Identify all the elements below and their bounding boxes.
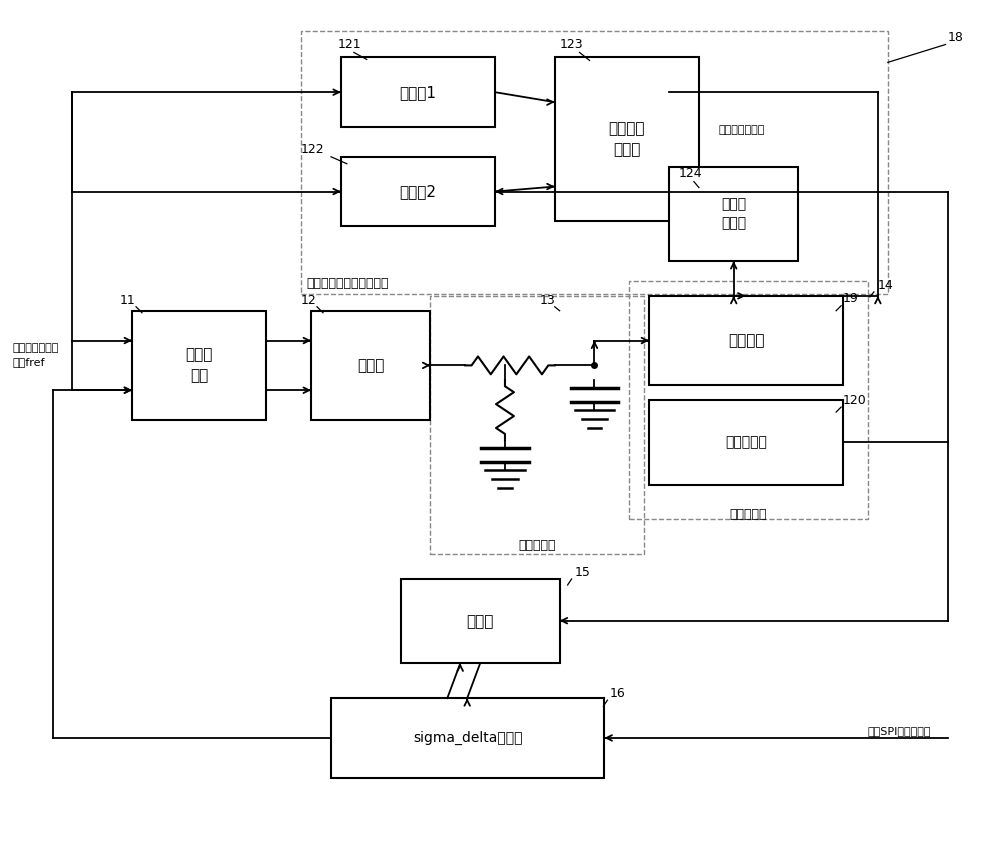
Bar <box>649 296 843 385</box>
Text: 压控振荡器: 压控振荡器 <box>730 508 767 521</box>
Text: 124: 124 <box>679 167 703 180</box>
Text: 电容阵列: 电容阵列 <box>728 333 764 348</box>
Text: sigma_delta调制器: sigma_delta调制器 <box>413 731 522 745</box>
Text: 13: 13 <box>540 294 556 307</box>
Bar <box>132 311 266 420</box>
Text: 计数器1: 计数器1 <box>399 85 436 100</box>
Text: 121: 121 <box>338 38 362 51</box>
Bar <box>649 400 843 484</box>
Text: 强制箝
位电路: 强制箝 位电路 <box>721 197 746 230</box>
Text: 电容阵列控制字: 电容阵列控制字 <box>719 125 765 135</box>
Bar <box>555 58 699 221</box>
Text: 123: 123 <box>560 38 583 51</box>
Text: 11: 11 <box>120 294 136 307</box>
Text: 数字处理
理电路: 数字处理 理电路 <box>609 121 645 158</box>
Text: 14: 14 <box>878 280 894 292</box>
Text: 15: 15 <box>575 566 590 579</box>
Text: 来自晶振的参考
信号fref: 来自晶振的参考 信号fref <box>13 343 59 368</box>
Text: 电荷泵: 电荷泵 <box>357 358 384 373</box>
Text: 核心振荡器: 核心振荡器 <box>725 435 767 450</box>
Text: 计数器2: 计数器2 <box>399 184 436 199</box>
Bar <box>669 167 798 261</box>
Text: 鉴频鉴
相器: 鉴频鉴 相器 <box>185 347 213 384</box>
Text: 来自SPI的控制信号: 来自SPI的控制信号 <box>868 726 931 736</box>
Bar <box>301 30 888 294</box>
Bar <box>341 58 495 127</box>
Text: 环路滤波器: 环路滤波器 <box>518 539 556 551</box>
Bar <box>629 281 868 519</box>
Bar <box>311 311 430 420</box>
Text: 122: 122 <box>301 143 325 157</box>
Bar <box>430 296 644 554</box>
Text: 19: 19 <box>843 292 859 305</box>
Bar <box>401 579 560 663</box>
Text: 120: 120 <box>843 394 867 407</box>
Text: 纯数字结构自动频率校准: 纯数字结构自动频率校准 <box>306 278 389 291</box>
Bar <box>331 698 604 778</box>
Text: 16: 16 <box>609 687 625 700</box>
Text: 分频器: 分频器 <box>466 614 494 628</box>
Bar <box>341 157 495 226</box>
Text: 12: 12 <box>301 294 317 307</box>
Text: 18: 18 <box>948 31 963 44</box>
